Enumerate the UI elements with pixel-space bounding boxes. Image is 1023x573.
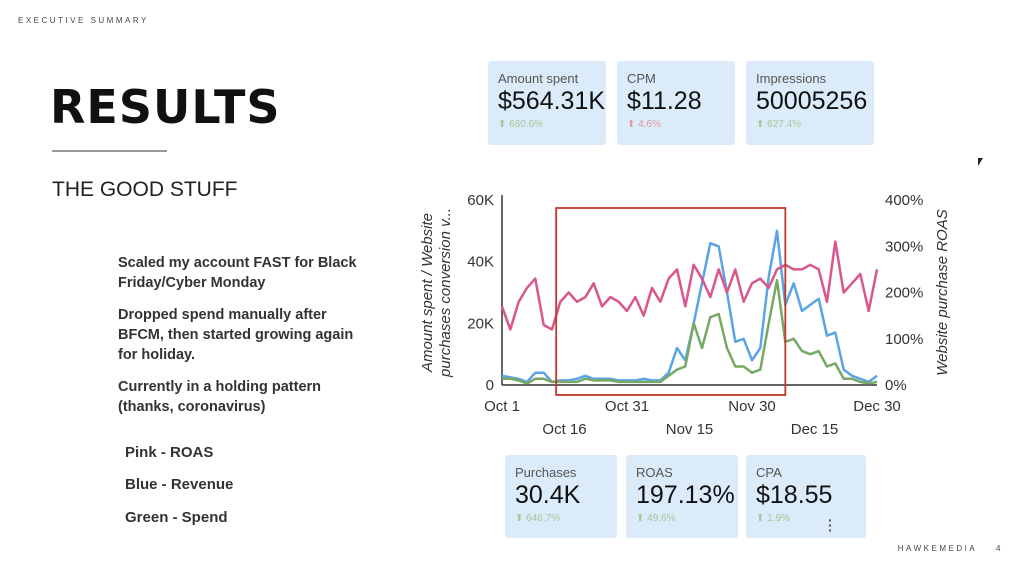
- metric-label: CPA: [756, 465, 782, 480]
- y2-tick-label: 300%: [885, 238, 923, 255]
- x-tick-label: Nov 15: [666, 421, 714, 438]
- mouse-cursor-icon: [978, 158, 983, 166]
- y2-tick-label: 100%: [885, 331, 923, 348]
- highlight-box: [555, 207, 787, 396]
- metric-delta: ⬆ 4.6%: [627, 119, 661, 130]
- y2-tick-label: 200%: [885, 285, 923, 302]
- x-tick-label: Oct 31: [605, 398, 649, 415]
- footer: HAWKEMEDIA 4: [898, 544, 1003, 553]
- y-axis-title-line2: purchases conversion v...: [437, 208, 454, 378]
- x-tick-label: Oct 16: [542, 421, 586, 438]
- metric-card-cpa: CPA $18.55 ⬆ 1.9%: [746, 455, 866, 538]
- metric-card-cpm: CPM $11.28 ⬆ 4.6%: [617, 61, 735, 145]
- y2-axis-title: Website purchase ROAS: [934, 209, 951, 375]
- series-line-roas: [500, 240, 879, 331]
- metric-value: $18.55: [756, 481, 833, 509]
- y2-tick-label: 400%: [885, 192, 923, 209]
- metric-delta: ⬆ 660.6%: [498, 119, 544, 130]
- y2-tick-label: 0%: [885, 377, 907, 394]
- x-tick-label: Oct 1: [484, 398, 520, 415]
- metric-value: $11.28: [627, 87, 702, 115]
- legend-roas: Pink - ROAS: [125, 444, 214, 461]
- metric-card-amount-spent: Amount spent $564.31K ⬆ 660.6%: [488, 61, 606, 145]
- metric-delta: ⬆ 646.7%: [515, 513, 561, 524]
- page-subtitle: THE GOOD STUFF: [52, 178, 238, 201]
- series-line-spend: [502, 278, 878, 385]
- legend-spend: Green - Spend: [125, 509, 228, 526]
- y-tick-label: 60K: [467, 192, 494, 209]
- x-tick-label: Dec 30: [853, 398, 901, 415]
- metric-delta: ⬆ 49.6%: [636, 513, 676, 524]
- section-label: EXECUTIVE SUMMARY: [18, 16, 149, 25]
- bullet: Dropped spend manually after BFCM, then …: [118, 307, 354, 363]
- bullet: Currently in a holding pattern (thanks, …: [118, 379, 322, 415]
- metric-value: 30.4K: [515, 481, 581, 509]
- metric-card-purchases: Purchases 30.4K ⬆ 646.7%: [505, 455, 617, 538]
- metric-label: ROAS: [636, 465, 673, 480]
- metric-label: Purchases: [515, 465, 577, 480]
- metric-value: 50005256: [756, 87, 868, 115]
- metric-value: $564.31K: [498, 87, 606, 115]
- y-tick-label: 0: [486, 377, 494, 394]
- y-tick-label: 20K: [467, 315, 494, 332]
- brand-name: HAWKEMEDIA: [897, 544, 978, 553]
- page-number: 4: [996, 544, 1003, 553]
- x-tick-label: Dec 15: [791, 421, 839, 438]
- line-chart: 0 20K 40K 60K 0% 100% 200% 300% 400% Oct 1 Oct 31 N…: [419, 192, 951, 438]
- metric-label: CPM: [627, 71, 656, 86]
- more-options-icon[interactable]: · · ·: [828, 512, 833, 538]
- y-axis-title-line1: Amount spent / Website: [419, 213, 436, 373]
- page-title: RESULTS: [50, 80, 281, 134]
- metric-label: Impressions: [756, 71, 827, 86]
- metric-delta: ⬆ 627.4%: [756, 119, 802, 130]
- metric-label: Amount spent: [498, 71, 579, 86]
- x-tick-label: Nov 30: [728, 398, 776, 415]
- metric-card-roas: ROAS 197.13% ⬆ 49.6%: [626, 455, 738, 538]
- metric-delta: ⬆ 1.9%: [756, 513, 790, 524]
- metric-card-impressions: Impressions 50005256 ⬆ 627.4%: [746, 61, 874, 145]
- y-tick-label: 40K: [467, 254, 494, 271]
- divider: [52, 150, 167, 152]
- metric-value: 197.13%: [636, 481, 735, 509]
- bullet: Scaled my account FAST for Black Friday/…: [118, 255, 357, 291]
- legend-revenue: Blue - Revenue: [125, 476, 234, 493]
